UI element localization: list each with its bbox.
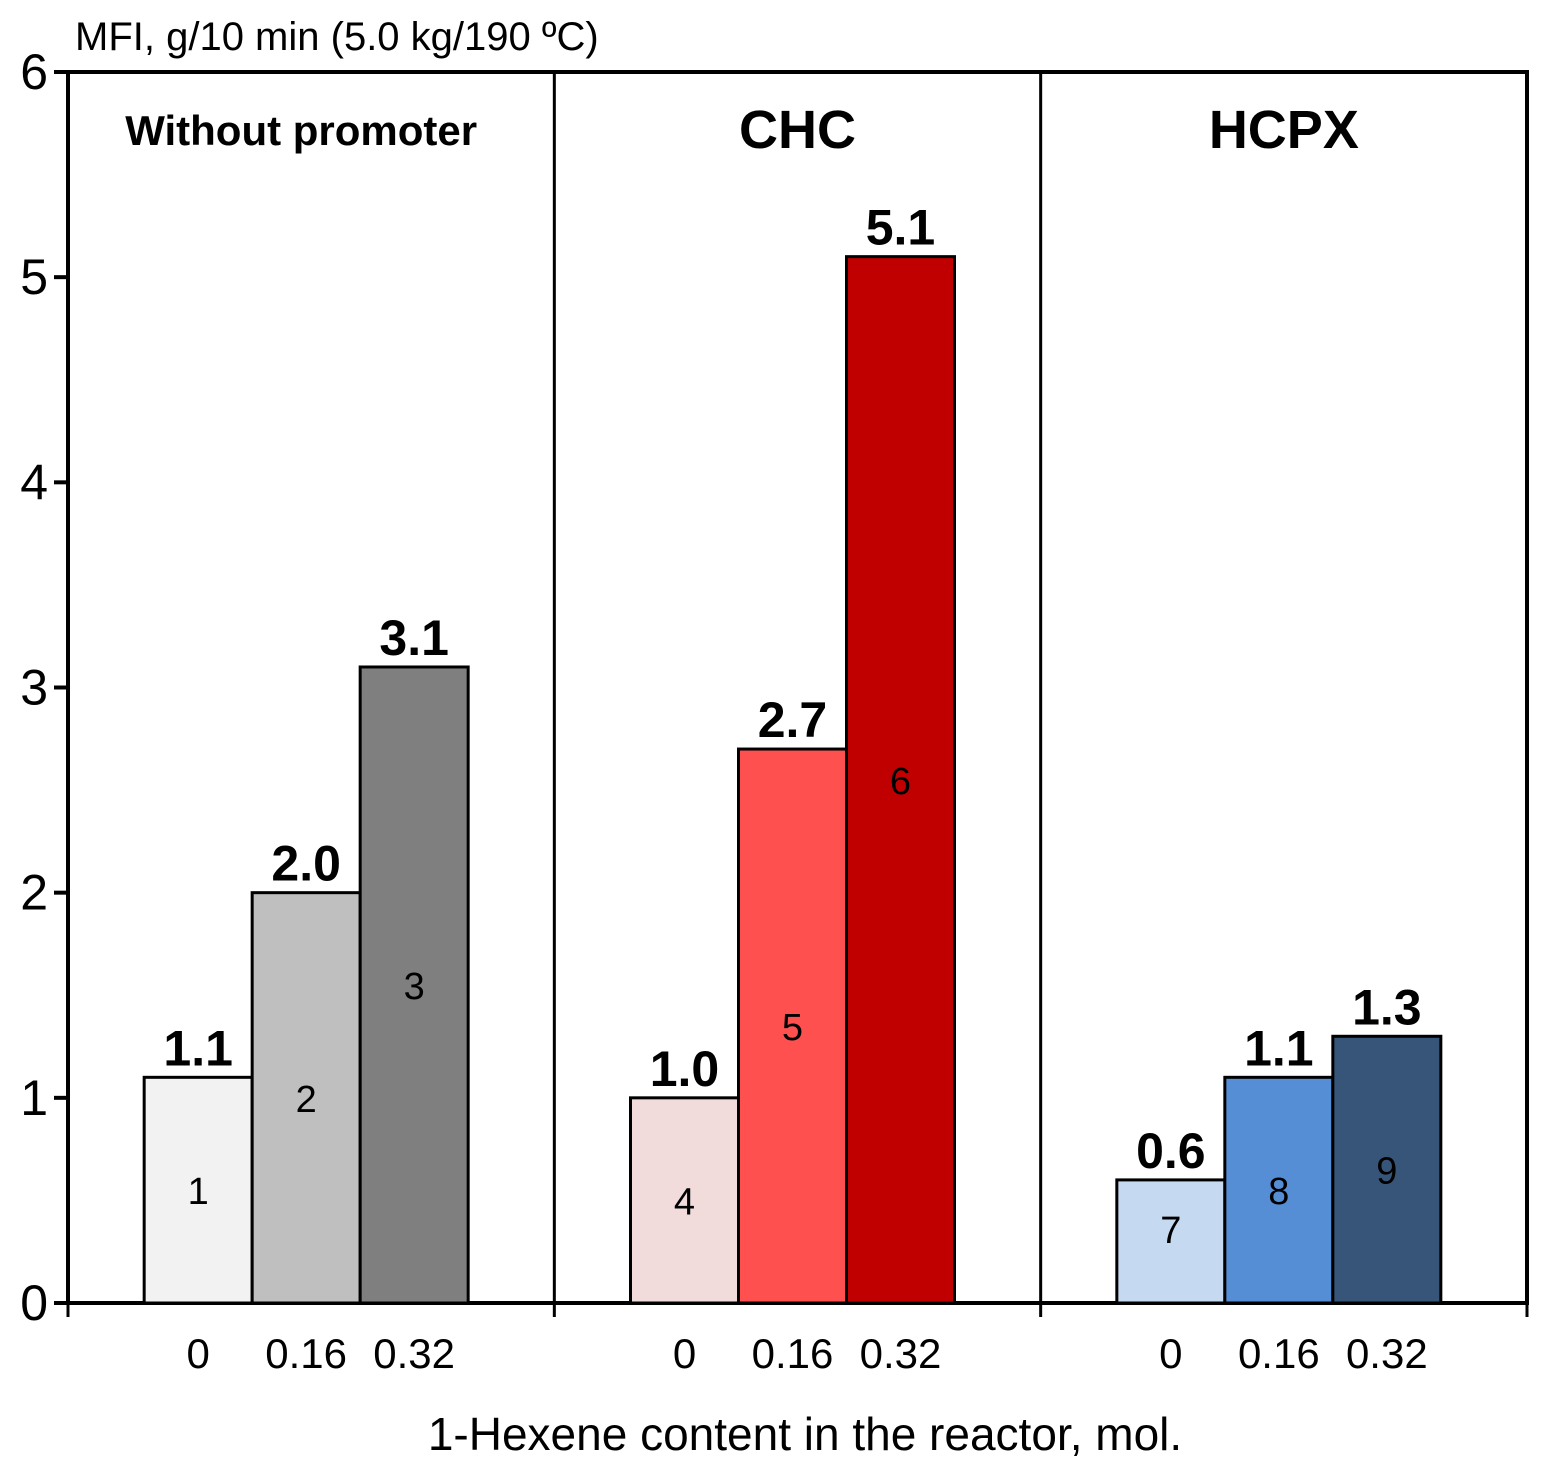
bar-value-label: 1.1 xyxy=(163,1020,233,1076)
bar xyxy=(1331,1034,1443,1305)
panel-title: Without promoter xyxy=(125,107,477,154)
bar xyxy=(737,747,848,1305)
bar xyxy=(358,665,470,1305)
x-category-label: 0.32 xyxy=(860,1330,942,1377)
y-tick-label: 4 xyxy=(20,454,48,510)
bar-value-label: 2.0 xyxy=(271,836,341,892)
bar-number: 7 xyxy=(1160,1210,1181,1252)
bar-number: 3 xyxy=(404,966,425,1008)
plot-area: 0 1 2 3 4 5 6 Without promoter 1.1 1 0 2.0 2 0.16 3.1 3… xyxy=(20,44,1529,1377)
y-tick-label: 0 xyxy=(20,1275,48,1331)
x-category-label: 0.16 xyxy=(265,1330,347,1377)
x-category-label: 0.16 xyxy=(1238,1330,1320,1377)
panel-title: HCPX xyxy=(1209,100,1359,160)
x-category-label: 0 xyxy=(1159,1330,1182,1377)
bar-value-label: 3.1 xyxy=(379,610,449,666)
bar-value-label: 1.0 xyxy=(650,1041,720,1097)
x-category-label: 0 xyxy=(673,1330,696,1377)
bar-value-label: 5.1 xyxy=(866,200,936,256)
x-category-label: 0.32 xyxy=(1346,1330,1428,1377)
y-tick-label: 5 xyxy=(20,249,48,305)
bar xyxy=(629,1096,740,1305)
bar-number: 2 xyxy=(296,1079,317,1121)
bar xyxy=(1115,1178,1227,1305)
x-category-label: 0.32 xyxy=(373,1330,455,1377)
x-axis-title: 1-Hexene content in the reactor, mol. xyxy=(428,1408,1182,1460)
panel-title: CHC xyxy=(739,100,856,160)
y-axis-title: MFI, g/10 min (5.0 kg/190 ºC) xyxy=(75,15,599,59)
bar-value-label: 1.1 xyxy=(1244,1020,1314,1076)
bar-value-label: 0.6 xyxy=(1136,1123,1206,1179)
bar xyxy=(1223,1075,1335,1305)
bar xyxy=(142,1075,254,1305)
y-tick-label: 1 xyxy=(20,1070,48,1126)
y-tick-label: 2 xyxy=(20,865,48,921)
x-category-label: 0.16 xyxy=(752,1330,834,1377)
bar-number: 8 xyxy=(1268,1171,1289,1213)
y-tick-label: 3 xyxy=(20,660,48,716)
bar-number: 9 xyxy=(1376,1151,1397,1193)
bar-number: 1 xyxy=(188,1171,209,1213)
x-category-label: 0 xyxy=(186,1330,209,1377)
bar xyxy=(845,255,956,1305)
bar-number: 6 xyxy=(890,761,911,803)
bar-number: 4 xyxy=(674,1181,695,1223)
y-tick-label: 6 xyxy=(20,44,48,100)
bar-value-label: 1.3 xyxy=(1352,979,1422,1035)
bar xyxy=(250,891,362,1305)
bar-value-label: 2.7 xyxy=(758,692,828,748)
bar-number: 5 xyxy=(782,1007,803,1049)
